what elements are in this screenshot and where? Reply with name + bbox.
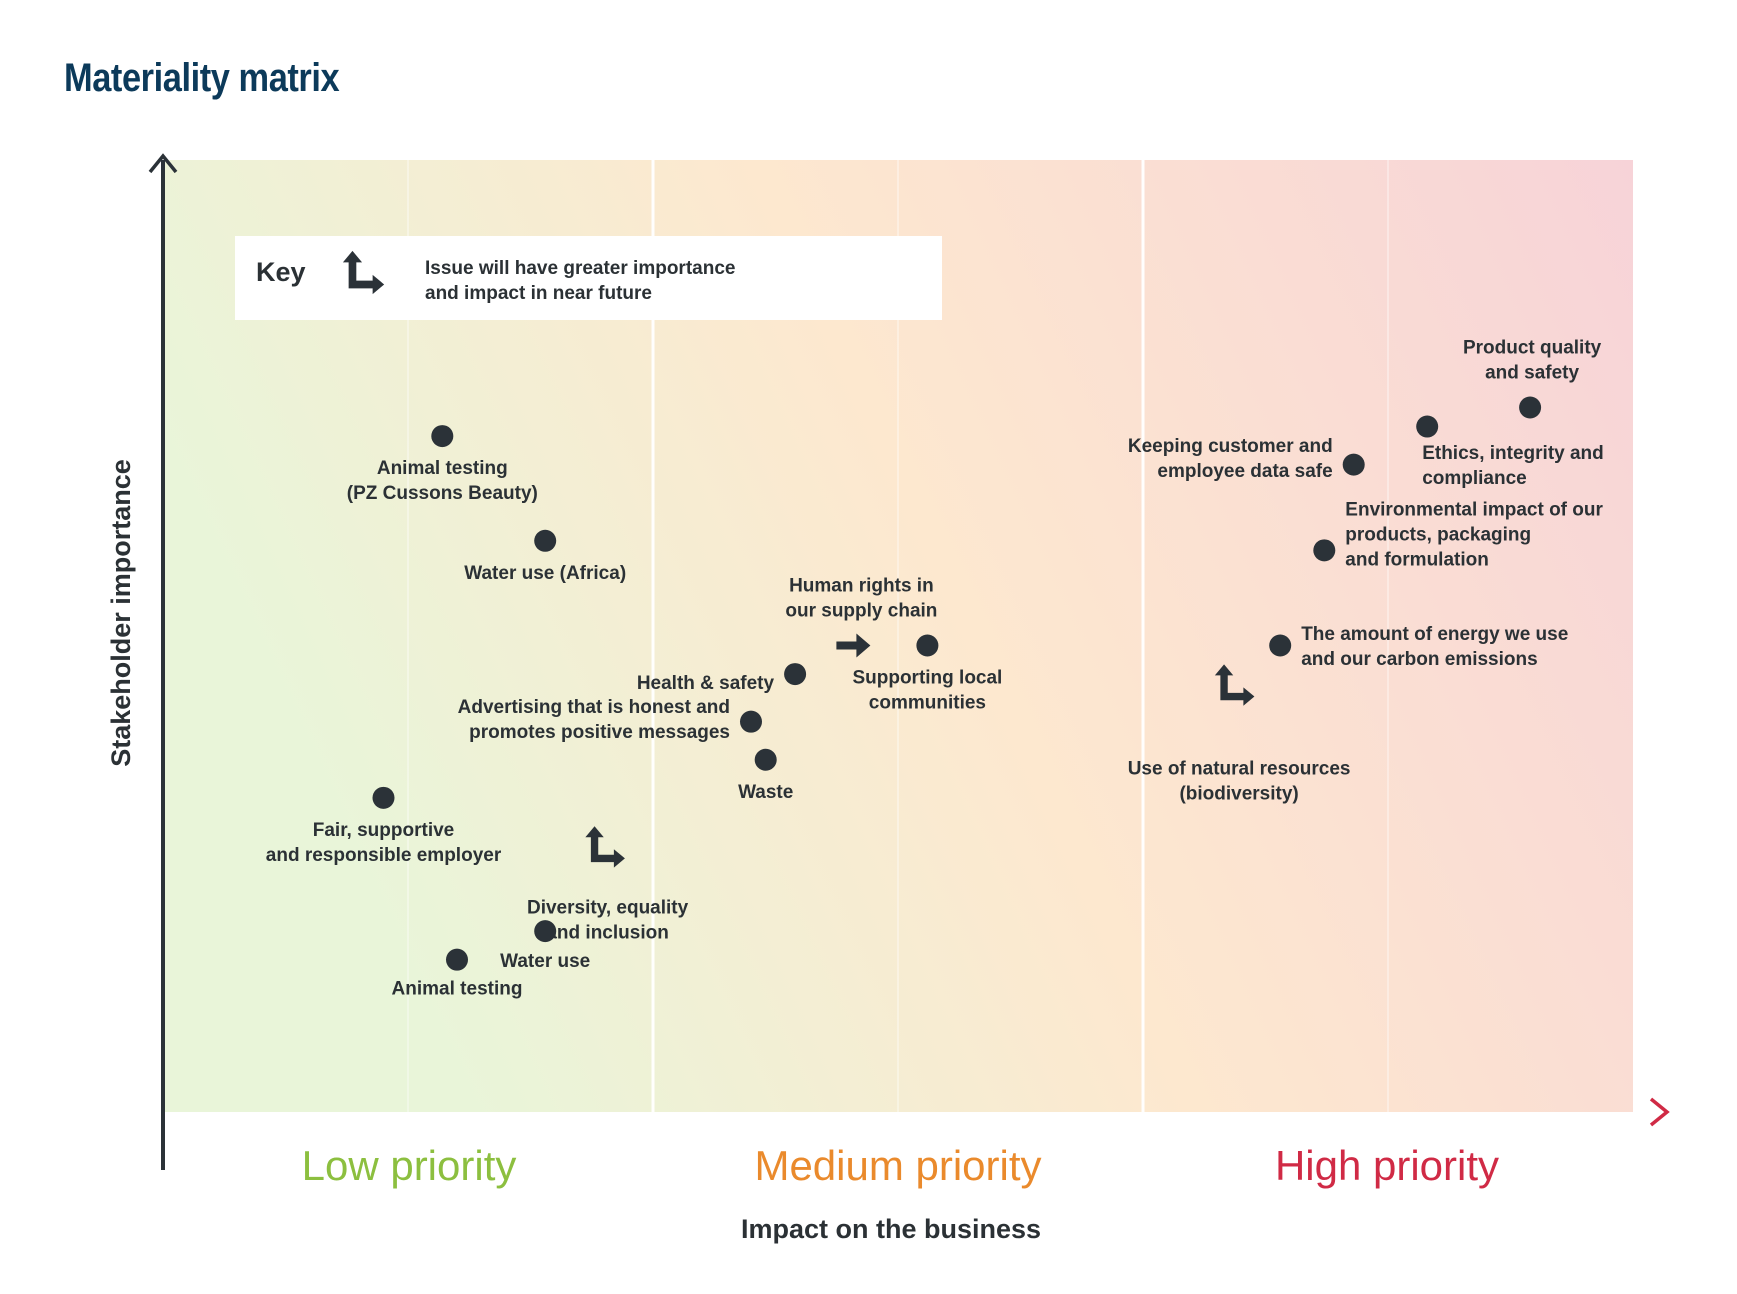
data-point-product-quality: Product quality and safety (1463, 338, 1602, 419)
point-label: Waste (738, 782, 793, 803)
point-marker (1342, 453, 1365, 476)
x-axis-arrowhead (1649, 1097, 1670, 1127)
y-axis-title: Stakeholder importance (106, 459, 136, 767)
right-arrow-icon (836, 633, 871, 658)
point-label: and formulation (1345, 549, 1489, 570)
data-points: Animal testing (PZ Cussons Beauty) Water u… (266, 338, 1604, 1000)
chart-title: Materiality matrix (64, 56, 340, 100)
key-text-line-1: Issue will have greater importance (425, 258, 735, 279)
data-point-diversity: Diversity, equality and inclusion (527, 826, 689, 943)
point-label: communities (869, 693, 986, 714)
key-box: Key Issue will have greater importance a… (235, 236, 942, 320)
point-label: promotes positive messages (469, 722, 730, 743)
point-marker (1416, 415, 1439, 438)
data-point-health-safety: Health & safety (637, 663, 807, 694)
data-point-environmental-impact: Environmental impact of our products, pac… (1313, 499, 1603, 570)
point-label: Keeping customer and (1128, 436, 1333, 457)
data-point-fair-employer: Fair, supportive and responsible employer (266, 786, 502, 866)
point-label: Diversity, equality (527, 897, 689, 918)
data-point-data-safe: Keeping customer and employee data safe (1128, 436, 1365, 482)
point-marker (784, 663, 807, 686)
point-label: (PZ Cussons Beauty) (347, 483, 538, 504)
key-title: Key (256, 257, 306, 287)
point-label: Use of natural resources (1128, 759, 1351, 780)
data-point-supporting-communities: Supporting local communities (852, 634, 1002, 714)
point-label: Animal testing (392, 979, 523, 1000)
point-label: Health & safety (637, 673, 775, 694)
data-point-waste: Waste (738, 748, 793, 803)
key-text-line-2: and impact in near future (425, 283, 652, 304)
point-marker (534, 529, 557, 552)
point-marker (916, 634, 939, 657)
point-marker (431, 425, 454, 448)
data-point-animal-testing: Animal testing (392, 948, 523, 1000)
point-label: Animal testing (377, 458, 508, 479)
point-label: and inclusion (546, 922, 668, 943)
point-label: Water use (Africa) (464, 563, 626, 584)
point-marker (754, 748, 777, 771)
point-label: our supply chain (785, 601, 937, 622)
y-axis-arrowhead (148, 153, 178, 174)
data-point-animal-testing-pz: Animal testing (PZ Cussons Beauty) (347, 425, 538, 504)
x-axis-title: Impact on the business (741, 1214, 1041, 1244)
point-label: Product quality (1463, 338, 1602, 359)
point-marker (1269, 634, 1292, 657)
point-label: Supporting local (852, 668, 1002, 689)
data-point-human-rights: Human rights in our supply chain (785, 576, 937, 658)
point-label: compliance (1422, 468, 1527, 489)
point-marker (372, 786, 395, 809)
point-label: employee data safe (1157, 461, 1332, 482)
band-label-high-priority: High priority (1275, 1142, 1499, 1189)
data-point-natural-resources: Use of natural resources (biodiversity) (1128, 664, 1351, 805)
point-marker (1313, 539, 1336, 562)
point-marker (740, 710, 762, 733)
point-label: Human rights in (789, 576, 934, 597)
data-point-ethics: Ethics, integrity and compliance (1416, 415, 1604, 489)
band-label-low-priority: Low priority (302, 1142, 517, 1189)
point-label: Environmental impact of our (1345, 499, 1603, 520)
point-label: Ethics, integrity and (1422, 443, 1604, 464)
data-point-water-use: Water use (500, 920, 590, 972)
point-marker (1519, 396, 1542, 419)
point-label: and safety (1485, 363, 1579, 384)
point-label: (biodiversity) (1179, 784, 1298, 805)
data-point-water-use-africa: Water use (Africa) (464, 529, 626, 584)
point-label: Fair, supportive (313, 820, 454, 841)
band-label-medium-priority: Medium priority (754, 1142, 1041, 1189)
point-marker (534, 920, 557, 943)
point-label: Water use (500, 951, 590, 972)
point-label: Advertising that is honest and (458, 697, 730, 718)
point-marker (446, 948, 468, 971)
point-label: and our carbon emissions (1301, 649, 1538, 670)
data-point-energy-carbon: The amount of energy we use and our carbo… (1269, 624, 1568, 670)
point-label: and responsible employer (266, 845, 502, 866)
point-label: The amount of energy we use (1301, 624, 1568, 645)
data-point-advertising: Advertising that is honest and promotes p… (458, 697, 762, 743)
point-label: products, packaging (1345, 524, 1531, 545)
